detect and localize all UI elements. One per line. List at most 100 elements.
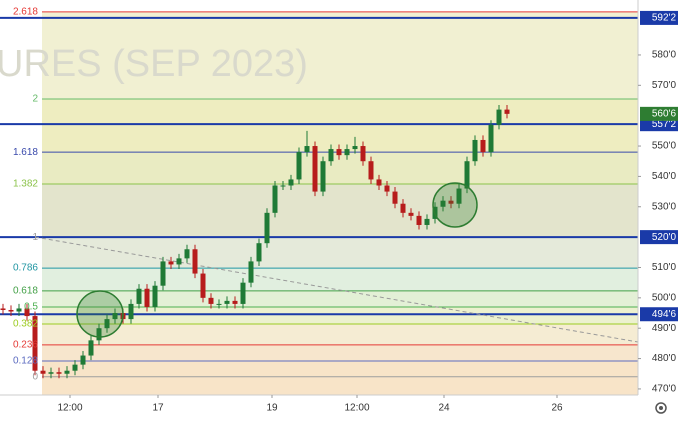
fib-zone [42,290,638,307]
fib-zone [42,237,638,269]
fib-level-label: 1.618 [13,147,38,158]
candle-body [416,215,422,225]
x-tick-label: 17 [152,403,164,414]
candle-body [8,309,14,312]
y-tick-label: 530'0 [652,201,677,212]
candle-body [168,261,174,265]
candle-body [280,185,286,187]
fib-zone [42,98,638,153]
fib-level-label: 2.618 [13,6,38,17]
fib-level-label: 0.382 [13,319,38,330]
candle-body [48,372,54,374]
time-axis [0,395,680,421]
candle-body [384,185,390,192]
price-label: 494'6 [652,309,677,320]
candle-body [344,149,350,156]
candle-body [424,218,430,225]
candle-body [496,109,502,125]
candle-body [312,146,318,192]
candle-body [16,308,22,312]
settings-icon[interactable] [655,402,667,414]
candle-body [240,282,246,304]
fib-level-label: 0.786 [13,263,38,274]
fib-level-label: 0 [32,371,38,382]
settings-icon[interactable] [655,402,667,414]
candle-body [0,308,6,310]
candle-body [272,185,278,213]
x-tick-label: 24 [438,403,450,414]
fib-zones [42,11,638,395]
candle-body [456,188,462,204]
axes [0,11,638,378]
candle-body [72,364,78,371]
candle-body [128,303,134,320]
price-label: 592'2 [652,13,677,24]
fib-level-label: 1 [32,232,38,243]
fib-level-label: 2 [32,94,38,105]
candle-body [504,109,510,114]
candle-body [40,370,46,374]
fib-zone [42,306,638,324]
candle-body [360,146,366,162]
candle-body [232,300,238,304]
candle-body [352,146,358,150]
candle-body [144,288,150,307]
candle-body [32,316,38,371]
fib-zone [42,344,638,361]
candle-body [264,212,270,244]
x-tick-label: 19 [266,403,278,414]
candle-body [96,328,102,341]
y-tick-label: 500'0 [652,292,677,303]
fib-zone [42,183,638,238]
y-tick-label: 510'0 [652,262,677,273]
axis-labels: 2.618 2 1.618 1.382 1 0.786 0.618 0.5 0.382 0.236… [13,6,678,414]
price-label-box [640,10,678,25]
candle-body [256,243,262,262]
candle-body [192,249,198,274]
candle-body [184,249,190,259]
y-tick-label: 540'0 [652,171,677,182]
y-tick-label: 550'0 [652,141,677,152]
candle-body [296,152,302,180]
candle-body [176,258,182,265]
y-tick-label: 490'0 [652,323,677,334]
candle-body [248,261,254,283]
candle-body [224,300,230,304]
candle-body [200,273,206,298]
watermark: URES (SEP 2023) [0,43,308,85]
candle-body [136,288,142,304]
candle-body [152,285,158,307]
fib-level-label: 0.5 [24,302,38,313]
y-tick-label: 480'0 [652,353,677,364]
candle-body [328,149,334,162]
y-tick-label: 470'0 [652,384,677,395]
last-price-label: 560'6 [652,108,677,119]
x-tick-label: 12:00 [57,403,82,414]
candle-body [80,355,86,365]
candle-body [472,139,478,162]
x-tick-label: 12:00 [344,403,369,414]
candle-body [480,139,486,153]
fib-zone [42,268,638,291]
x-tick-label: 26 [551,403,563,414]
candle-body [88,340,94,356]
fib-level-label: 0.128 [13,356,38,367]
candle-body [392,191,398,204]
candle-body [400,203,406,213]
price-label: 557'2 [652,119,677,130]
candle-body [376,179,382,186]
candle-body [368,161,374,180]
candle-body [104,319,110,329]
price-axis [638,0,680,421]
candle-body [216,303,222,305]
fib-zone [42,152,638,184]
price-label-box [640,307,678,322]
candle-body [440,200,446,207]
candle-body [408,212,414,216]
last-price-box [640,106,678,121]
candle-body [320,161,326,192]
fib-zone [42,323,638,345]
candle-body [488,124,494,153]
candle-body [208,297,214,304]
